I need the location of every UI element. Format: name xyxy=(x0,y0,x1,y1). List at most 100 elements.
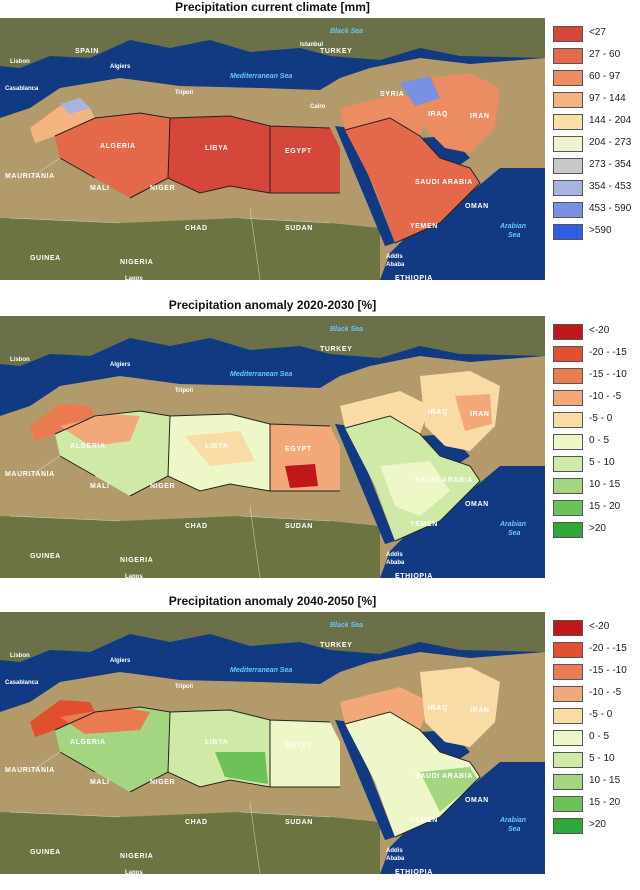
svg-text:YEMEN: YEMEN xyxy=(410,521,438,528)
panel-title: Precipitation anomaly 2020-2030 [%] xyxy=(168,298,377,312)
svg-text:SAUDI ARABIA: SAUDI ARABIA xyxy=(415,179,473,186)
svg-text:TURKEY: TURKEY xyxy=(320,48,352,55)
svg-text:MALI: MALI xyxy=(90,483,110,490)
panel-anomaly-2040-2050: Precipitation anomaly 2040-2050 [%] ALGE… xyxy=(0,594,640,890)
svg-text:NIGERIA: NIGERIA xyxy=(120,853,153,860)
svg-text:SUDAN: SUDAN xyxy=(285,523,313,530)
svg-text:ETHIOPIA: ETHIOPIA xyxy=(395,869,433,874)
legend-item: 97 - 144 xyxy=(553,92,640,108)
svg-text:NIGER: NIGER xyxy=(150,779,175,786)
svg-text:GUINEA: GUINEA xyxy=(30,849,61,856)
map-svg: ALGERIA LIBYA EGYPT SAUDI ARABIA YEMEN I… xyxy=(0,316,545,578)
svg-text:MALI: MALI xyxy=(90,185,110,192)
legend-item: 10 - 15 xyxy=(553,774,640,790)
svg-text:LIBYA: LIBYA xyxy=(205,145,228,152)
legend-item: 27 - 60 xyxy=(553,48,640,64)
svg-text:ALGERIA: ALGERIA xyxy=(100,143,136,150)
legend-item: 0 - 5 xyxy=(553,434,640,450)
svg-text:OMAN: OMAN xyxy=(465,203,489,210)
svg-text:Sea: Sea xyxy=(508,530,521,537)
svg-text:SPAIN: SPAIN xyxy=(75,48,99,55)
svg-text:MAURITANIA: MAURITANIA xyxy=(5,471,55,478)
legend-item: >20 xyxy=(553,522,640,538)
region-iran xyxy=(420,73,500,153)
svg-text:Tripoli: Tripoli xyxy=(175,90,193,96)
panel-title: Precipitation anomaly 2040-2050 [%] xyxy=(168,594,377,608)
legend-item: -10 - -5 xyxy=(553,390,640,406)
svg-text:ETHIOPIA: ETHIOPIA xyxy=(395,573,433,578)
map-svg: ALGERIA LIBYA EGYPT SAUDI ARABIA YEMEN I… xyxy=(0,612,545,874)
svg-text:NIGERIA: NIGERIA xyxy=(120,557,153,564)
region-libya xyxy=(168,116,270,193)
legend-item: 15 - 20 xyxy=(553,796,640,812)
svg-text:ETHIOPIA: ETHIOPIA xyxy=(395,275,433,280)
svg-text:Sea: Sea xyxy=(508,232,521,239)
svg-text:EGYPT: EGYPT xyxy=(285,446,312,453)
svg-text:Algiers: Algiers xyxy=(110,64,131,70)
svg-text:Lisbon: Lisbon xyxy=(10,357,30,363)
svg-text:OMAN: OMAN xyxy=(465,501,489,508)
svg-text:Addis: Addis xyxy=(386,254,403,260)
legend-item: <27 xyxy=(553,26,640,42)
legend-item: <-20 xyxy=(553,620,640,636)
svg-text:EGYPT: EGYPT xyxy=(285,148,312,155)
svg-text:Mediterranean Sea: Mediterranean Sea xyxy=(230,371,292,378)
svg-text:SAUDI ARABIA: SAUDI ARABIA xyxy=(415,773,473,780)
svg-text:Mediterranean Sea: Mediterranean Sea xyxy=(230,667,292,674)
svg-text:Lisbon: Lisbon xyxy=(10,653,30,659)
legend-item: >20 xyxy=(553,818,640,834)
legend-item: 10 - 15 xyxy=(553,478,640,494)
legend-item: -5 - 0 xyxy=(553,412,640,428)
legend-item: 354 - 453 xyxy=(553,180,640,196)
svg-text:Ababa: Ababa xyxy=(386,262,405,268)
legend-item: 15 - 20 xyxy=(553,500,640,516)
svg-text:IRAN: IRAN xyxy=(470,113,490,120)
svg-text:NIGER: NIGER xyxy=(150,185,175,192)
legend-item: 60 - 97 xyxy=(553,70,640,86)
svg-text:YEMEN: YEMEN xyxy=(410,817,438,824)
legend-item: -15 - -10 xyxy=(553,664,640,680)
svg-text:GUINEA: GUINEA xyxy=(30,553,61,560)
svg-text:LIBYA: LIBYA xyxy=(205,443,228,450)
svg-text:NIGER: NIGER xyxy=(150,483,175,490)
svg-text:Black Sea: Black Sea xyxy=(330,28,363,35)
svg-text:TURKEY: TURKEY xyxy=(320,346,352,353)
svg-text:MAURITANIA: MAURITANIA xyxy=(5,767,55,774)
legend-item: 5 - 10 xyxy=(553,456,640,472)
svg-text:TURKEY: TURKEY xyxy=(320,642,352,649)
legend-item: 453 - 590 xyxy=(553,202,640,218)
panel-current-climate: Precipitation current climate [mm] xyxy=(0,0,640,296)
region-egypt xyxy=(270,126,340,193)
svg-text:EGYPT: EGYPT xyxy=(285,742,312,749)
legend-item: -20 - -15 xyxy=(553,346,640,362)
svg-text:LIBYA: LIBYA xyxy=(205,739,228,746)
svg-text:Istanbul: Istanbul xyxy=(300,42,323,48)
svg-text:Lisbon: Lisbon xyxy=(10,59,30,65)
map-anomaly-2040-2050: ALGERIA LIBYA EGYPT SAUDI ARABIA YEMEN I… xyxy=(0,612,545,874)
svg-text:IRAQ: IRAQ xyxy=(428,705,448,712)
map-anomaly-2020-2030: ALGERIA LIBYA EGYPT SAUDI ARABIA YEMEN I… xyxy=(0,316,545,578)
svg-text:Arabian: Arabian xyxy=(499,817,526,824)
svg-text:MAURITANIA: MAURITANIA xyxy=(5,173,55,180)
svg-text:MALI: MALI xyxy=(90,779,110,786)
svg-text:SUDAN: SUDAN xyxy=(285,819,313,826)
legend-item: -5 - 0 xyxy=(553,708,640,724)
svg-text:CHAD: CHAD xyxy=(185,523,208,530)
map-current-climate: ALGERIA LIBYA EGYPT SAUDI ARABIA YEMEN I… xyxy=(0,18,545,280)
svg-text:OMAN: OMAN xyxy=(465,797,489,804)
svg-text:Lagos: Lagos xyxy=(125,574,143,578)
region-algeria xyxy=(55,113,170,198)
legend-item: >590 xyxy=(553,224,640,240)
legend-item: -10 - -5 xyxy=(553,686,640,702)
svg-text:Casablanca: Casablanca xyxy=(5,680,39,686)
svg-text:Tripoli: Tripoli xyxy=(175,684,193,690)
legend-item: 144 - 204 xyxy=(553,114,640,130)
svg-text:CHAD: CHAD xyxy=(185,225,208,232)
svg-text:YEMEN: YEMEN xyxy=(410,223,438,230)
svg-text:IRAQ: IRAQ xyxy=(428,409,448,416)
svg-text:Black Sea: Black Sea xyxy=(330,622,363,629)
svg-text:Arabian: Arabian xyxy=(499,521,526,528)
svg-text:Black Sea: Black Sea xyxy=(330,326,363,333)
svg-text:Lagos: Lagos xyxy=(125,870,143,874)
legend-item: 0 - 5 xyxy=(553,730,640,746)
